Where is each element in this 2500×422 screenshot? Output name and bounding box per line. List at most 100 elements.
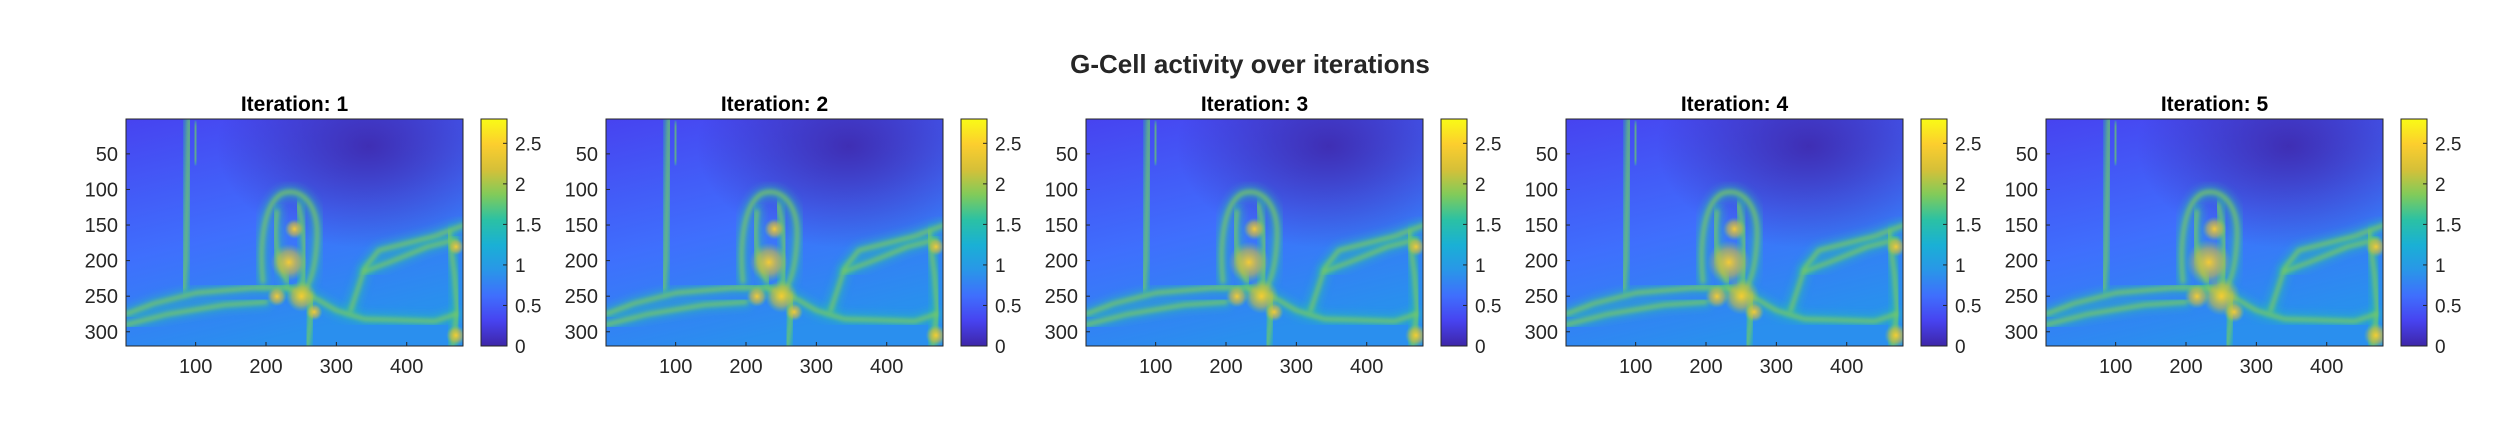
y-tick-label: 150 [2005,215,2038,237]
colorbar-tick-label: 0 [995,337,1006,358]
axes-box [125,118,464,347]
hotspot [1744,301,1765,322]
road-core [2179,190,2239,299]
hotspot [746,285,768,307]
colorbar [960,118,988,347]
hotspot [764,218,785,240]
hotspot [1884,323,1903,346]
colorbar-tick-label: 1 [1955,256,1966,277]
hotspot [446,325,463,346]
colorbar-tick-label: 2 [1475,175,1486,196]
axes-box [1565,118,1904,347]
hotspot [284,219,305,239]
road-core [126,286,290,316]
x-tick-label: 400 [390,356,423,378]
colorbar-tick-label: 1.5 [515,215,541,236]
colorbar-tick-label: 1.5 [1475,215,1501,236]
road-core [1788,223,1903,313]
colorbar [1920,118,1948,347]
colorbar-tick-label: 1 [1475,256,1486,277]
colorbar-tick-label: 2.5 [1955,134,1981,155]
colorbar-tick-label: 2 [1955,175,1966,196]
hotspot [267,286,287,307]
road-core [1219,190,1279,299]
x-tick-label: 200 [1209,356,1242,378]
y-tick-label: 200 [565,251,598,273]
heatmap-image [2046,119,2383,346]
hotspot [1705,284,1729,309]
y-tick-label: 300 [2005,322,2038,344]
heatmap-features [606,119,943,346]
colorbar [480,118,508,347]
axes-box [2045,118,2384,347]
heatmap-features [1086,119,1423,346]
axes-box [1085,118,1424,347]
y-tick-label: 250 [1525,286,1558,308]
y-tick-label: 100 [565,179,598,201]
colorbar-tick-label: 1 [2435,256,2446,277]
hotspot [2365,236,2383,258]
road-core [1141,119,1151,292]
road-core [606,286,770,316]
road-core [2046,300,2189,327]
hotspot [2184,284,2210,309]
y-tick-label: 250 [85,286,118,308]
panel-5: Iteration: 5 50 100 150 200 250 300 100 200 300 40… [2005,93,2462,378]
colorbar-tick-label: 1 [995,256,1006,277]
colorbar-tick-label: 2.5 [515,134,541,155]
x-tick-label: 400 [1830,356,1863,378]
road-core [126,300,269,327]
panel-2: Iteration: 2 50 100 150 200 250 300 100 200 300 40… [565,93,1022,378]
colorbar-tick-label: 0.5 [515,296,541,317]
axes-box [605,118,944,347]
heatmap-features [126,119,463,346]
hotspot [1722,217,1747,241]
y-tick-label: 150 [1525,215,1558,237]
road-core [1086,286,1250,316]
x-tick-label: 300 [1760,356,1793,378]
y-tick-label: 250 [2005,286,2038,308]
x-tick-label: 200 [249,356,282,378]
panel-1: Iteration: 1 50 100 150 200 250 300 100 200 300 40… [85,93,542,378]
y-tick-label: 50 [1536,144,1558,166]
road-core [1633,122,1638,164]
hotspot [2186,239,2232,286]
panel-title: Iteration: 3 [1201,93,1308,116]
x-tick-label: 100 [1619,356,1652,378]
colorbar-tick-label: 1.5 [1955,215,1981,236]
heatmap-features [2046,119,2383,346]
panel-title: Iteration: 1 [241,93,349,116]
road-core [1566,286,1730,316]
hotspot [1886,236,1903,257]
heatmap-image [1086,119,1423,346]
colorbar-tick-label: 0.5 [1955,296,1981,317]
hotspot [927,237,943,256]
colorbar [2400,118,2428,347]
hotspot [1264,302,1284,322]
x-tick-label: 400 [870,356,903,378]
colorbar-tick-label: 1.5 [2435,215,2461,236]
y-tick-label: 100 [2005,179,2038,201]
colorbar-tick-label: 2 [2435,175,2446,196]
x-tick-label: 300 [320,356,353,378]
x-tick-label: 100 [1139,356,1172,378]
road-core [2268,223,2383,313]
panel-3: Iteration: 3 50 100 150 200 250 300 100 200 300 40… [1045,93,1502,378]
road-core [842,237,938,274]
hotspot [925,324,943,346]
y-tick-label: 150 [565,215,598,237]
road-core [1802,237,1898,274]
road-core [362,237,458,274]
hotspot [749,242,789,282]
colorbar-tick-label: 2.5 [995,134,1021,155]
y-tick-label: 150 [85,215,118,237]
colorbar-tick-label: 1 [515,256,526,277]
road-core [259,190,319,299]
y-tick-label: 50 [2016,144,2038,166]
road-core [193,122,198,164]
hotspot [1404,324,1423,346]
y-tick-label: 50 [96,144,118,166]
road-core [1322,237,1418,274]
road-core [1086,300,1229,327]
